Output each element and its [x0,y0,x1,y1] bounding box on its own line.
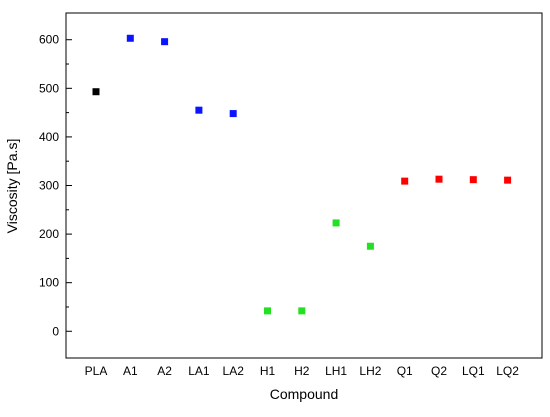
data-point-pla [92,88,100,96]
x-axis-ticks: PLA A1 A2 LA1 LA2 H1 H2 LH1 LH2 Q1 Q2 LQ1 LQ2 [85,364,520,378]
x-tick-label-a2: A2 [157,364,172,378]
data-points [92,34,512,315]
data-point-q2 [435,175,443,183]
data-point-la2 [229,110,237,118]
y-axis-ticks: 0 100 200 300 400 500 600 [39,33,72,338]
x-tick-label-h2: H2 [294,364,310,378]
x-tick-label-la2: LA2 [223,364,245,378]
data-point-lq2 [504,176,512,184]
data-point-a2 [161,38,169,46]
x-tick-label-lh2: LH2 [359,364,381,378]
x-tick-label-q2: Q2 [431,364,447,378]
data-point-lq1 [469,176,477,184]
y-axis-title: Viscosity [Pa.s] [4,139,20,234]
y-tick-label: 500 [39,81,59,95]
plot-frame [65,12,543,359]
y-tick-label: 100 [39,276,59,290]
data-point-q1 [401,177,409,185]
x-tick-label-h1: H1 [260,364,276,378]
data-point-a1 [126,34,134,42]
y-tick-label: 0 [52,324,59,338]
x-tick-label-lq2: LQ2 [496,364,519,378]
x-tick-label-lh1: LH1 [325,364,347,378]
x-axis-title: Compound [270,386,339,402]
x-tick-label-lq1: LQ1 [462,364,485,378]
y-tick-label: 600 [39,33,59,47]
y-tick-label: 300 [39,179,59,193]
y-tick-label: 200 [39,227,59,241]
data-point-lh1 [332,219,340,227]
x-tick-label-la1: LA1 [188,364,210,378]
x-tick-label-q1: Q1 [397,364,413,378]
x-tick-label-pla: PLA [85,364,108,378]
data-point-h1 [264,307,271,315]
y-tick-label: 400 [39,130,59,144]
x-tick-label-a1: A1 [123,364,138,378]
data-point-lh2 [366,242,374,250]
data-point-la1 [195,106,203,114]
data-point-h2 [298,307,306,315]
